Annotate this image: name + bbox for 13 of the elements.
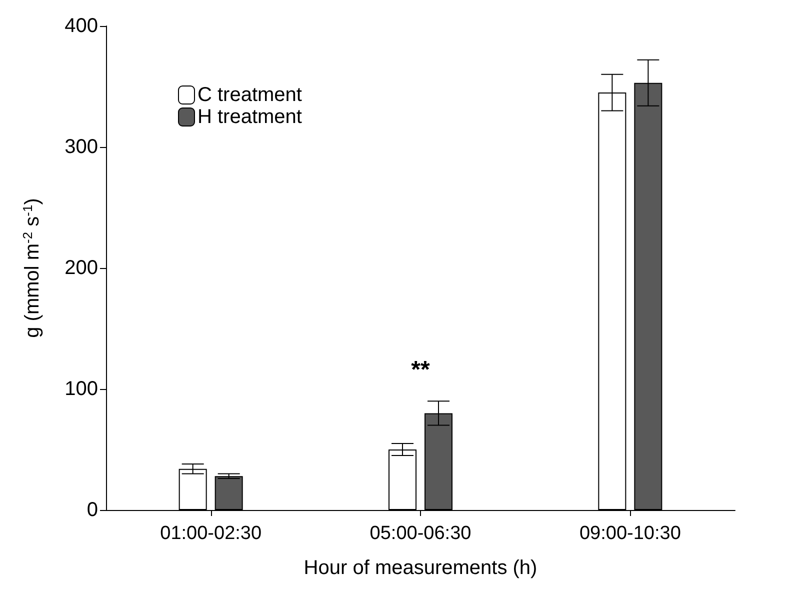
y-tick-label: 300 [64,136,98,158]
y-tick-label: 100 [64,378,98,400]
y-tick-label: 200 [64,257,98,279]
legend-label: H treatment [198,106,302,128]
legend-label: C treatment [198,84,302,106]
annotation: ** [411,356,430,384]
y-axis-title: g (mmol m-2 s-1) [20,198,44,338]
x-tick-label: 01:00-02:30 [160,523,262,544]
x-tick-label: 05:00-06:30 [370,523,472,544]
y-tick-label: 0 [86,499,98,521]
x-tick-label: 09:00-10:30 [579,523,681,544]
y-tick-label: 400 [64,15,98,37]
x-axis-title: Hour of measurements (h) [304,557,538,579]
